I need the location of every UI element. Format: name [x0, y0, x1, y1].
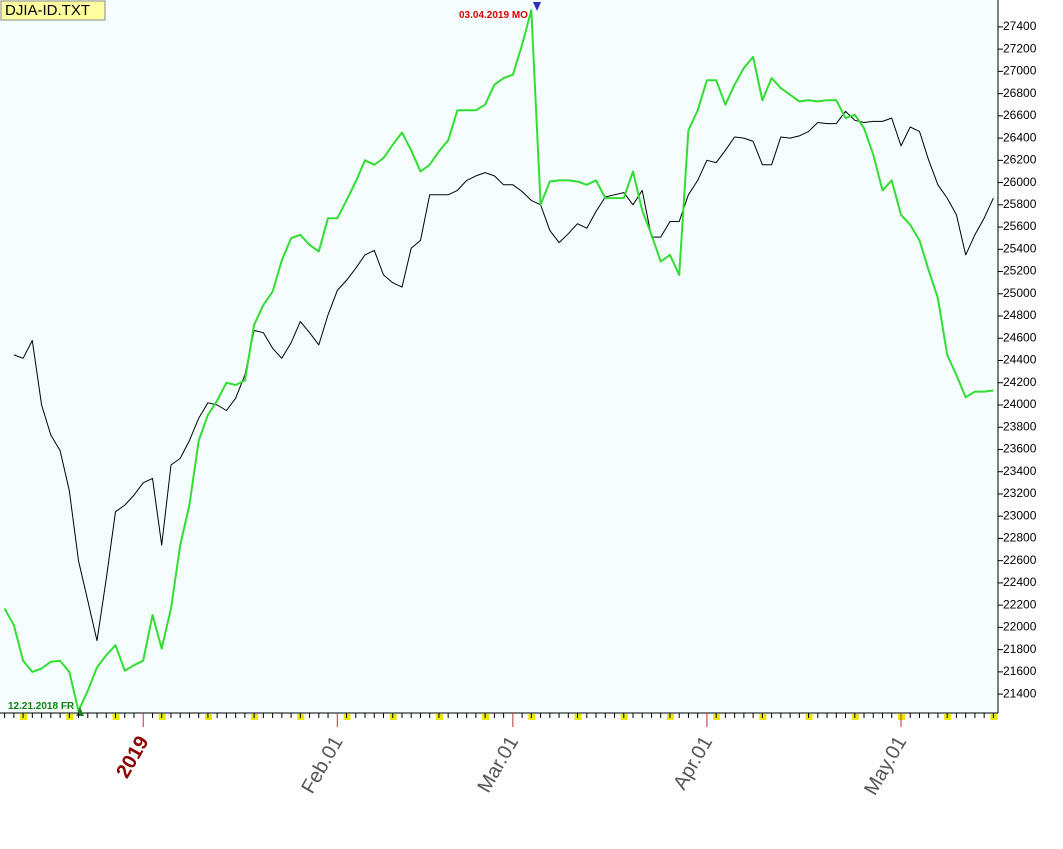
y-tick-label: 21400	[1003, 686, 1037, 700]
x-tick-label: Apr.01	[669, 733, 717, 794]
series-line	[13, 110, 994, 642]
y-tick-label: 24000	[1003, 397, 1037, 411]
y-tick-label: 25200	[1003, 264, 1037, 278]
y-tick-label: 22200	[1003, 597, 1037, 611]
low-annotation: 12.21.2018 FR	[8, 701, 75, 712]
plot-background	[0, 0, 998, 713]
marks	[3, 9, 994, 712]
y-tick-label: 24400	[1003, 353, 1037, 367]
x-tick-label: May.01	[860, 733, 911, 800]
y-tick-label: 25800	[1003, 197, 1037, 211]
y-tick-label: 27400	[1003, 19, 1037, 33]
y-tick-label: 25600	[1003, 219, 1037, 233]
y-tick-label: 21600	[1003, 664, 1037, 678]
y-tick-label: 22400	[1003, 575, 1037, 589]
y-tick-label: 24600	[1003, 330, 1037, 344]
low-marker	[76, 707, 84, 716]
y-tick-label: 27000	[1003, 64, 1037, 78]
y-tick-label: 25000	[1003, 286, 1037, 300]
y-tick-label: 23400	[1003, 464, 1037, 478]
y-tick-label: 27200	[1003, 41, 1037, 55]
y-tick-label: 23600	[1003, 442, 1037, 456]
y-tick-label: 26400	[1003, 130, 1037, 144]
y-tick-label: 23000	[1003, 508, 1037, 522]
y-tick-label: 22600	[1003, 553, 1037, 567]
chart-title: DJIA-ID.TXT	[5, 2, 90, 19]
x-tick-label: Feb.01	[297, 733, 347, 798]
y-tick-label: 22800	[1003, 531, 1037, 545]
x-tick-label: Mar.01	[474, 733, 524, 797]
y-tick-label: 24800	[1003, 308, 1037, 322]
y-tick-label: 26600	[1003, 108, 1037, 122]
y-tick-label: 25400	[1003, 241, 1037, 255]
y-tick-label: 24200	[1003, 375, 1037, 389]
y-tick-label: 22000	[1003, 620, 1037, 634]
y-tick-label: 26000	[1003, 175, 1037, 189]
peak-annotation: 03.04.2019 MO	[459, 10, 528, 21]
title-box	[0, 0, 106, 21]
x-tick-label: 2019	[112, 733, 153, 783]
peak-marker	[533, 2, 541, 11]
y-tick-label: 26200	[1003, 153, 1037, 167]
y-tick-label: 26800	[1003, 86, 1037, 100]
y-tick-label: 21800	[1003, 642, 1037, 656]
series-line	[3, 9, 994, 712]
y-tick-label: 23800	[1003, 419, 1037, 433]
y-tick-label: 23200	[1003, 486, 1037, 500]
